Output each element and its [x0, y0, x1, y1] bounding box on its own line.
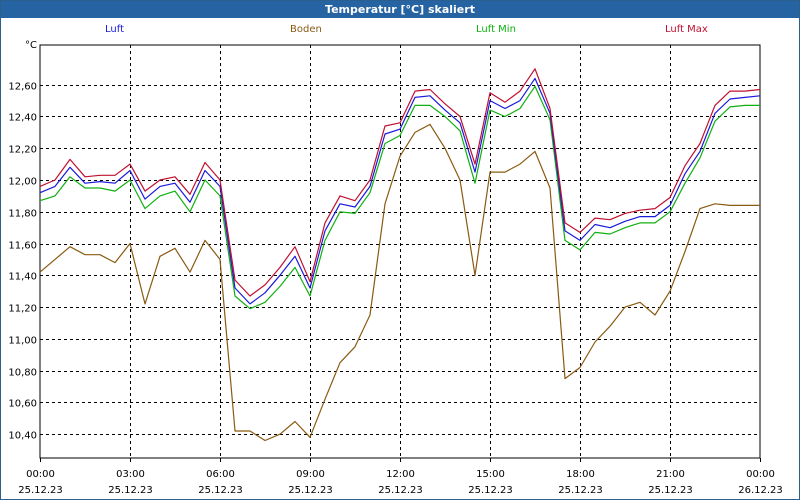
y-tick-label: 10,60: [8, 399, 37, 410]
x-tick-time: 18:00: [566, 469, 595, 480]
legend-boden: Boden: [290, 24, 322, 35]
y-tick-label: 12,60: [8, 82, 37, 93]
y-tick-label: 11,80: [8, 209, 37, 220]
y-tick-label: 11,60: [8, 241, 37, 252]
y-tick-label: 11,00: [8, 336, 37, 347]
x-tick-date: 25.12.23: [558, 485, 603, 496]
x-tick-time: 00:00: [746, 469, 775, 480]
x-tick-time: 00:00: [26, 469, 55, 480]
x-tick-date: 26.12.23: [738, 485, 783, 496]
chart-title: Temperatur [°C] skaliert: [1, 1, 799, 18]
x-tick-date: 25.12.23: [378, 485, 423, 496]
x-tick-time: 15:00: [476, 469, 505, 480]
y-tick-label: 12,40: [8, 113, 37, 124]
x-tick-time: 03:00: [116, 469, 145, 480]
x-tick-date: 25.12.23: [108, 485, 153, 496]
legend-luft-min: Luft Min: [476, 24, 516, 35]
y-tick-label: 11,20: [8, 304, 37, 315]
y-unit-label: °C: [25, 40, 37, 51]
x-tick-date: 25.12.23: [468, 485, 513, 496]
series-line-luft-min: [39, 85, 760, 310]
series-line-luft-max: [39, 68, 761, 297]
y-tick-label: 10,80: [8, 368, 37, 379]
x-tick-time: 06:00: [206, 469, 235, 480]
legend: Luft Boden Luft Min Luft Max: [0, 24, 800, 38]
y-tick-label: 11,40: [8, 272, 37, 283]
series-line-boden: [39, 123, 760, 442]
x-tick-date: 25.12.23: [198, 485, 243, 496]
series-line-luft: [39, 77, 761, 305]
legend-luft-max: Luft Max: [665, 24, 708, 35]
x-tick-time: 21:00: [656, 469, 685, 480]
y-tick-label: 12,20: [8, 145, 37, 156]
x-tick-date: 25.12.23: [288, 485, 333, 496]
y-tick-label: 10,40: [8, 431, 37, 442]
x-tick-time: 09:00: [296, 469, 325, 480]
x-tick-time: 12:00: [386, 469, 415, 480]
x-tick-date: 25.12.23: [648, 485, 693, 496]
legend-luft: Luft: [105, 24, 124, 35]
x-tick-date: 25.12.23: [18, 485, 63, 496]
y-tick-label: 12,00: [8, 177, 37, 188]
